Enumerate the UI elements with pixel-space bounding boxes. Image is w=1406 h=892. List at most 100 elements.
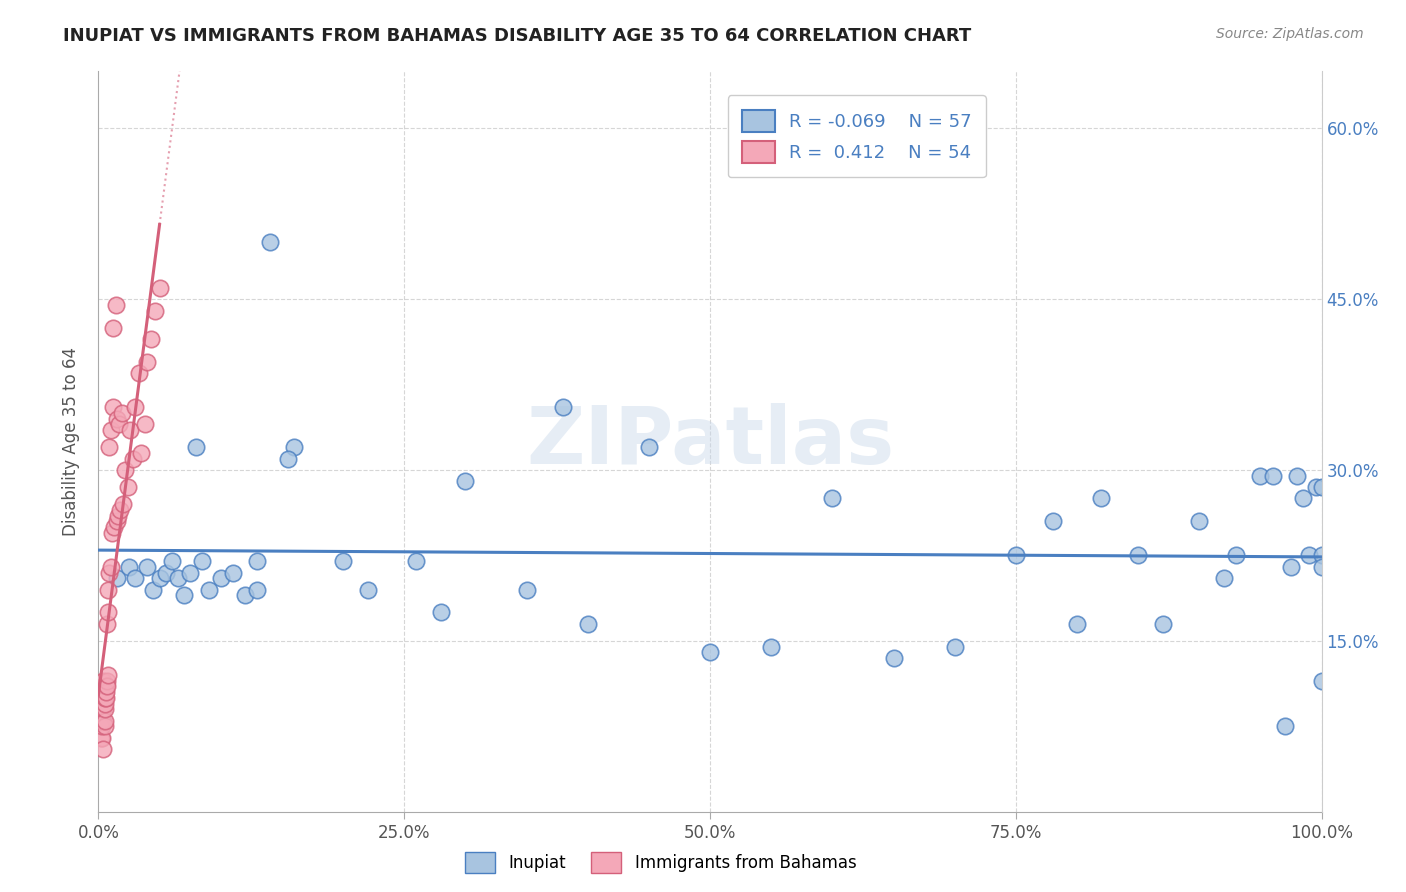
Point [90,731,112,745]
Point [128,366,150,380]
Point [97,606,120,620]
Point [179,566,201,580]
Point [93,702,115,716]
Point [160,554,183,568]
Point [94,685,117,699]
Point [186,440,208,454]
Point [100,423,122,437]
Point [91,702,114,716]
Point [1261,468,1284,483]
Text: Source: ZipAtlas.com: Source: ZipAtlas.com [1216,27,1364,41]
Point [1298,549,1320,563]
Point [94,690,117,705]
Point [699,645,721,659]
Point [1188,514,1211,528]
Point [1279,559,1302,574]
Point [1090,491,1112,506]
Point [111,497,134,511]
Legend: R = -0.069    N = 57, R =  0.412    N = 54: R = -0.069 N = 57, R = 0.412 N = 54 [727,95,986,178]
Point [1305,480,1327,494]
Point [117,480,139,494]
Point [1212,571,1234,585]
Point [246,582,269,597]
Point [277,451,299,466]
Point [430,606,453,620]
Point [637,440,661,454]
Point [91,714,114,728]
Point [91,714,114,728]
Point [93,714,115,728]
Point [124,401,146,415]
Point [120,423,142,437]
Point [91,742,114,756]
Point [1004,549,1026,563]
Point [91,690,114,705]
Point [167,571,190,585]
Point [197,582,219,597]
Point [104,298,127,312]
Point [149,281,172,295]
Point [93,719,115,733]
Point [114,463,136,477]
Point [1225,549,1247,563]
Point [222,566,245,580]
Point [121,451,143,466]
Point [515,582,537,597]
Point [1128,549,1150,563]
Point [356,582,378,597]
Point [143,303,166,318]
Point [91,673,114,688]
Point [93,685,115,699]
Point [91,731,114,745]
Point [246,554,269,568]
Point [191,554,214,568]
Point [1152,616,1174,631]
Point [1310,480,1333,494]
Point [105,571,128,585]
Point [1286,468,1309,483]
Point [105,514,128,528]
Point [129,446,152,460]
Point [1310,549,1333,563]
Point [124,571,146,585]
Point [93,690,115,705]
Text: INUPIAT VS IMMIGRANTS FROM BAHAMAS DISABILITY AGE 35 TO 64 CORRELATION CHART: INUPIAT VS IMMIGRANTS FROM BAHAMAS DISAB… [63,27,972,45]
Point [108,417,131,432]
Point [405,554,427,568]
Point [98,566,121,580]
Point [1066,616,1088,631]
Point [1042,514,1064,528]
Point [943,640,966,654]
Point [101,320,124,334]
Point [1274,719,1296,733]
Point [101,401,124,415]
Point [93,697,115,711]
Point [111,406,134,420]
Point [761,640,783,654]
Point [105,411,128,425]
Point [332,554,354,568]
Point [259,235,281,250]
Point [110,503,132,517]
Point [1310,559,1333,574]
Y-axis label: Disability Age 35 to 64: Disability Age 35 to 64 [62,347,80,536]
Legend: Inupiat, Immigrants from Bahamas: Inupiat, Immigrants from Bahamas [458,846,863,880]
Point [136,355,159,369]
Point [283,440,305,454]
Point [821,491,844,506]
Point [91,702,114,716]
Point [97,582,120,597]
Point [155,566,177,580]
Point [96,616,118,631]
Point [96,680,118,694]
Point [101,525,124,540]
Point [883,651,905,665]
Point [136,559,159,574]
Point [94,680,117,694]
Point [139,332,162,346]
Point [134,417,156,432]
Point [173,588,195,602]
Point [1249,468,1271,483]
Point [233,588,256,602]
Point [553,401,575,415]
